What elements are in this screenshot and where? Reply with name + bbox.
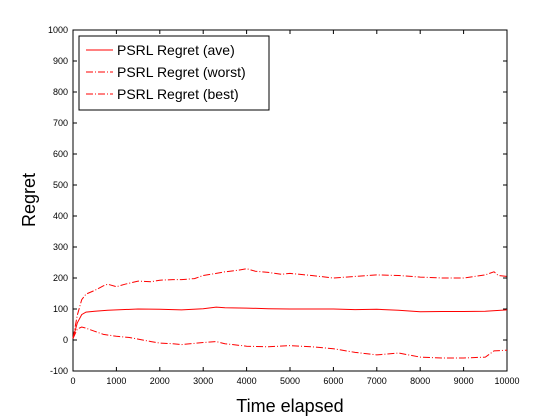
axis-ticks: 0 1000 2000 3000 4000 5000 6000 7000 8000 9000 100… xyxy=(48,25,520,386)
y-tick-label: 300 xyxy=(53,242,68,252)
series-line-0 xyxy=(72,306,508,339)
legend-label-2: PSRL Regret (best) xyxy=(117,86,239,102)
y-tick-label: 700 xyxy=(53,118,68,128)
x-tick-label: 10000 xyxy=(494,376,519,386)
legend: PSRL Regret (ave) PSRL Regret (worst) PSRL… xyxy=(78,35,270,111)
y-tick-label: 400 xyxy=(53,211,68,221)
y-tick-label: 200 xyxy=(53,273,68,283)
x-tick-label: 1000 xyxy=(106,376,126,386)
y-tick-label: 1000 xyxy=(48,25,68,35)
x-tick-label: 6000 xyxy=(323,376,343,386)
y-tick-label: 800 xyxy=(53,87,68,97)
x-tick-label: 8000 xyxy=(410,376,430,386)
x-tick-label: 3000 xyxy=(193,376,213,386)
x-axis-label: Time elapsed xyxy=(236,396,343,416)
legend-label-1: PSRL Regret (worst) xyxy=(117,64,246,80)
x-tick-label: 7000 xyxy=(367,376,387,386)
y-tick-label: 100 xyxy=(53,304,68,314)
y-tick-label: 0 xyxy=(63,335,68,345)
x-tick-label: 5000 xyxy=(280,376,300,386)
x-tick-label: 0 xyxy=(70,376,75,386)
series-line-2 xyxy=(72,326,508,359)
series-layer xyxy=(72,268,508,359)
series-line-1 xyxy=(72,268,508,339)
legend-box xyxy=(78,35,270,111)
x-tick-label: 4000 xyxy=(237,376,257,386)
y-tick-label: 900 xyxy=(53,56,68,66)
y-axis-label: Regret xyxy=(19,173,39,227)
y-tick-label: -100 xyxy=(50,366,68,376)
y-tick-label: 500 xyxy=(53,180,68,190)
y-tick-label: 600 xyxy=(53,149,68,159)
x-tick-label: 2000 xyxy=(150,376,170,386)
x-tick-label: 9000 xyxy=(454,376,474,386)
legend-label-0: PSRL Regret (ave) xyxy=(117,42,235,58)
